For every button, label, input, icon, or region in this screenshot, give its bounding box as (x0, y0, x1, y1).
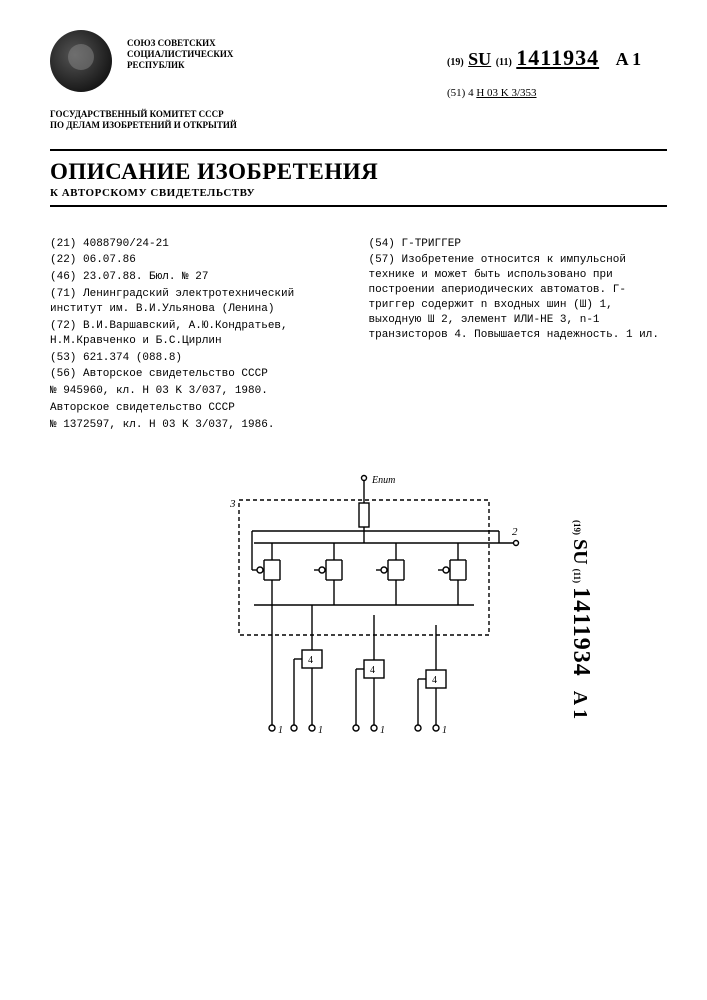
header-row: СОЮЗ СОВЕТСКИХ СОЦИАЛИСТИЧЕСКИХ РЕСПУБЛИ… (50, 30, 667, 99)
field-54: (54) Г-ТРИГГЕР (369, 237, 668, 252)
svg-text:4: 4 (308, 655, 313, 666)
svg-text:1: 1 (318, 725, 323, 736)
field-56a: (56) Авторское свидетельство СССР (50, 367, 349, 382)
docid-suffix: A 1 (616, 49, 642, 69)
side-suffix: A 1 (569, 691, 591, 719)
committee-line: ГОСУДАРСТВЕННЫЙ КОМИТЕТ СССР (50, 109, 667, 120)
left-column: (21) 4088790/24-21 (22) 06.07.86 (46) 23… (50, 237, 349, 435)
field-56c: Авторское свидетельство СССР (50, 401, 349, 416)
field-57: (57) Изобретение относится к импульсной … (369, 253, 668, 342)
docid-num: 1411934 (516, 45, 599, 70)
docid-prefix: (19) (447, 57, 464, 68)
union-block: СОЮЗ СОВЕТСКИХ СОЦИАЛИСТИЧЕСКИХ РЕСПУБЛИ… (127, 30, 233, 70)
title-block: ОПИСАНИЕ ИЗОБРЕТЕНИЯ К АВТОРСКОМУ СВИДЕТ… (50, 149, 667, 207)
field-53: (53) 621.374 (088.8) (50, 351, 349, 366)
side-prefix: (19) (572, 520, 582, 535)
svg-text:4: 4 (370, 665, 375, 676)
main-title: ОПИСАНИЕ ИЗОБРЕТЕНИЯ (50, 159, 667, 185)
field-22: (22) 06.07.86 (50, 253, 349, 268)
union-line: СОЮЗ СОВЕТСКИХ (127, 38, 233, 49)
docid-su: SU (468, 49, 491, 69)
body-columns: (21) 4088790/24-21 (22) 06.07.86 (46) 23… (50, 237, 667, 435)
side-num: 1411934 (568, 587, 594, 677)
union-line: СОЦИАЛИСТИЧЕСКИХ (127, 49, 233, 60)
field-72: (72) В.И.Варшавский, А.Ю.Кондратьев, Н.М… (50, 319, 349, 349)
right-column: (54) Г-ТРИГГЕР (57) Изобретение относитс… (369, 237, 668, 435)
docid-mid: (11) (496, 57, 512, 68)
svg-text:1: 1 (442, 725, 447, 736)
union-line: РЕСПУБЛИК (127, 60, 233, 71)
classif-code: H 03 K 3/353 (476, 87, 536, 99)
field-56d: № 1372597, кл. H 03 K 3/037, 1986. (50, 418, 349, 433)
field-21: (21) 4088790/24-21 (50, 237, 349, 252)
side-docid: (19) SU (11) 1411934 A 1 (567, 520, 594, 719)
field-71: (71) Ленинградский электротехнический ин… (50, 287, 349, 317)
svg-text:3: 3 (229, 498, 236, 510)
svg-text:1: 1 (278, 725, 283, 736)
circuit-svg: 3 Eпит 2 (194, 465, 524, 755)
subtitle: К АВТОРСКОМУ СВИДЕТЕЛЬСТВУ (50, 187, 667, 199)
classif-prefix: (51) 4 (447, 87, 474, 99)
doc-id-block: (19) SU (11) 1411934 A 1 (51) 4 H 03 K 3… (447, 30, 667, 99)
committee-block: ГОСУДАРСТВЕННЫЙ КОМИТЕТ СССР ПО ДЕЛАМ ИЗ… (50, 109, 667, 131)
field-46: (46) 23.07.88. Бюл. № 27 (50, 270, 349, 285)
classification: (51) 4 H 03 K 3/353 (447, 87, 667, 99)
side-su: SU (569, 539, 591, 565)
svg-text:1: 1 (380, 725, 385, 736)
field-56b: № 945960, кл. H 03 K 3/037, 1980. (50, 384, 349, 399)
side-mid: (11) (572, 569, 582, 584)
svg-text:4: 4 (432, 675, 437, 686)
svg-text:Eпит: Eпит (371, 475, 395, 486)
committee-line: ПО ДЕЛАМ ИЗОБРЕТЕНИЙ И ОТКРЫТИЙ (50, 120, 667, 131)
ussr-emblem-icon (50, 30, 112, 92)
svg-text:2: 2 (512, 526, 518, 538)
